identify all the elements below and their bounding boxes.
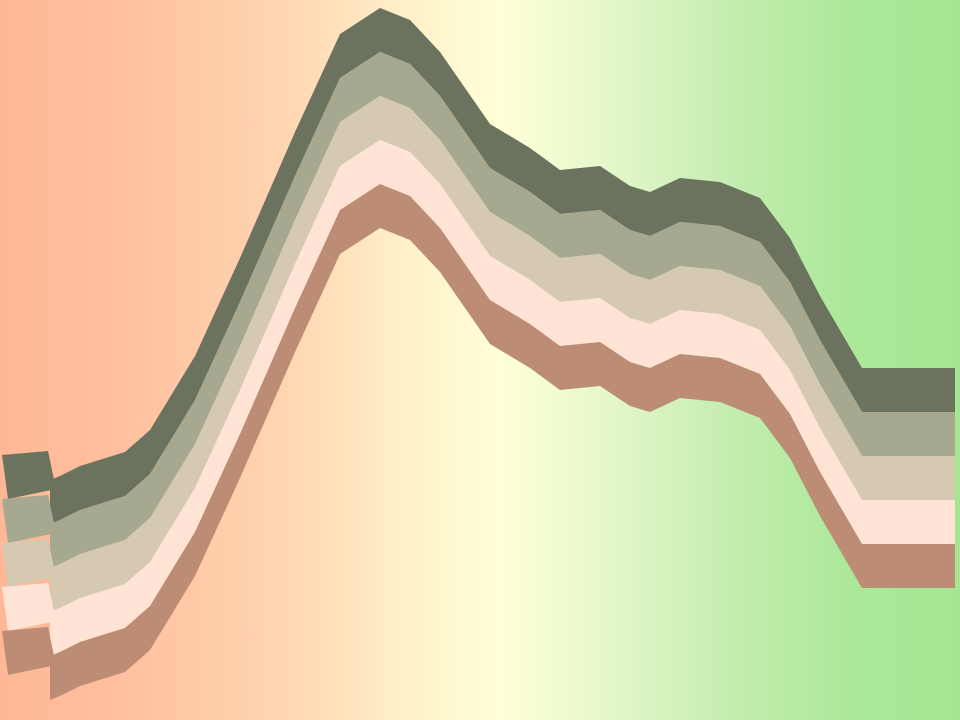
wave-bands-group [2,8,955,700]
band-terracotta [50,184,955,700]
band-beige [50,96,955,612]
band-dark-olive-left-tab [2,451,56,499]
band-grey-sage [50,52,955,568]
band-dark-olive [50,8,955,524]
band-pale-peach [50,140,955,656]
band-grey-sage-left-tab [2,495,56,543]
band-terracotta-left-tab [2,627,56,675]
band-beige-left-tab [2,539,56,587]
band-pale-peach-left-tab [2,583,56,631]
